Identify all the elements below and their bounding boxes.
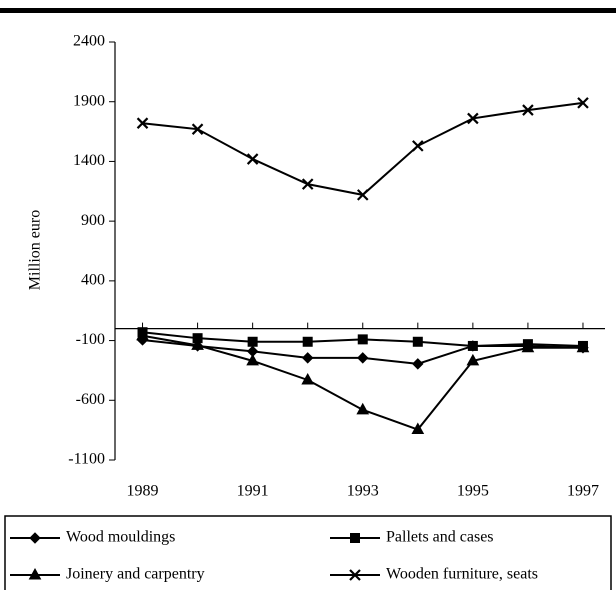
marker [191,338,204,350]
marker [467,340,478,351]
legend-label: Wood mouldings [66,529,175,546]
marker [28,567,42,580]
x-tick-label: 1997 [567,483,599,500]
x-tick-label: 1993 [347,483,379,500]
marker [301,178,314,190]
y-axis-label: Million euro [27,210,44,290]
marker [412,336,423,347]
marker [302,336,313,347]
marker [246,353,259,366]
marker [247,336,258,347]
marker [576,340,590,353]
marker [521,340,535,353]
y-tick-label: -100 [76,331,105,348]
marker [301,372,315,385]
marker [357,334,368,345]
y-tick-label: 400 [81,272,105,289]
marker [356,402,370,415]
marker [522,104,534,116]
x-tick-label: 1995 [457,483,489,500]
y-tick-label: 1900 [73,92,105,109]
y-tick-label: 2400 [73,33,105,50]
marker [349,569,361,581]
legend-label: Joinery and carpentry [66,566,205,583]
x-tick-label: 1991 [237,483,269,500]
marker [412,140,424,152]
marker [356,189,369,201]
series-line [142,334,583,431]
y-tick-label: 1400 [73,152,105,169]
series-line [142,101,584,196]
marker [466,353,480,366]
marker [191,123,204,135]
y-tick-label: -1100 [68,451,105,468]
x-tick-label: 1989 [127,483,159,500]
marker [136,117,149,129]
marker [301,352,314,364]
legend-label: Wooden furniture, seats [386,566,538,583]
legend-box [4,515,612,590]
top-rule [0,8,616,13]
marker [577,97,589,109]
marker [136,328,149,341]
marker [350,533,360,543]
marker [412,358,424,370]
marker [29,532,41,544]
marker [467,112,479,125]
y-tick-label: 900 [81,212,105,229]
legend-label: Pallets and cases [386,529,494,546]
marker [357,352,369,364]
y-tick-label: -600 [76,391,105,408]
marker [411,422,425,435]
marker [246,153,259,165]
